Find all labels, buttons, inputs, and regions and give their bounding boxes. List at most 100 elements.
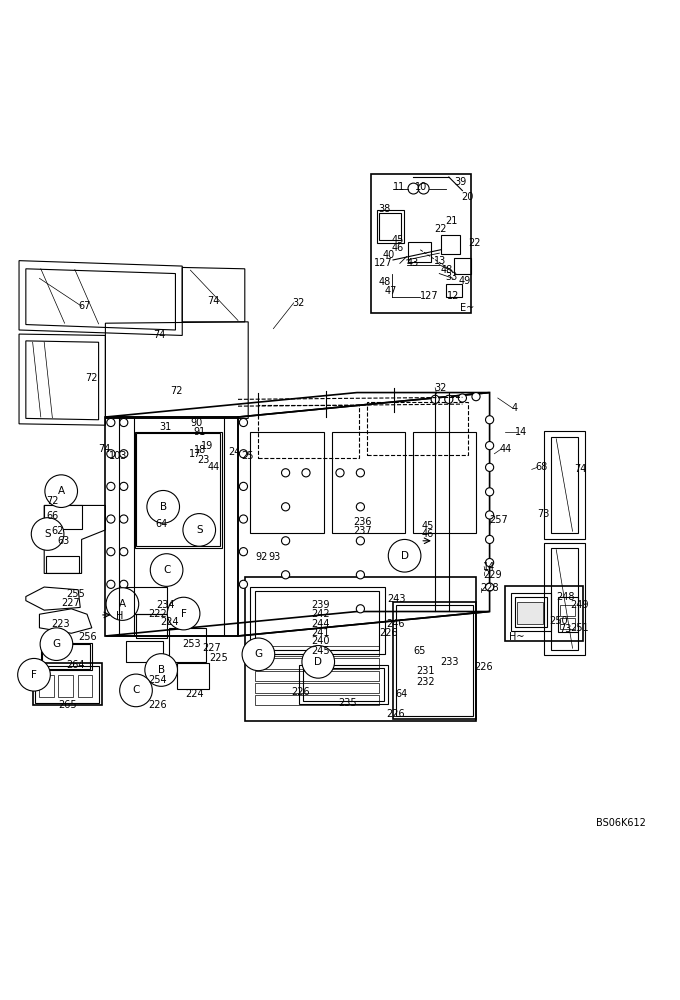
Bar: [42, 644, 90, 669]
Text: 74: 74: [99, 444, 111, 454]
Bar: [245, 577, 476, 721]
Text: 236: 236: [354, 517, 372, 527]
Text: 43: 43: [407, 258, 419, 268]
Text: 22: 22: [468, 238, 480, 248]
Text: 92: 92: [255, 552, 267, 562]
Bar: [126, 587, 167, 614]
Text: 231: 231: [416, 666, 435, 676]
Text: 33: 33: [445, 272, 458, 282]
Text: 31: 31: [160, 422, 172, 432]
Bar: [377, 210, 404, 243]
Text: 24: 24: [228, 447, 240, 457]
Text: 93: 93: [269, 552, 281, 562]
Text: 47: 47: [384, 286, 396, 296]
Circle shape: [282, 537, 290, 545]
Circle shape: [120, 580, 128, 588]
Text: 242: 242: [311, 609, 330, 619]
Text: 46: 46: [422, 529, 434, 539]
Text: 127: 127: [420, 291, 439, 301]
Circle shape: [418, 183, 429, 194]
Text: 226: 226: [148, 700, 167, 710]
Bar: [258, 405, 359, 458]
Text: 255: 255: [67, 589, 86, 599]
Circle shape: [486, 416, 494, 424]
Text: 12: 12: [447, 291, 460, 301]
Text: S: S: [44, 529, 51, 539]
Bar: [255, 695, 379, 705]
Circle shape: [356, 469, 364, 477]
Circle shape: [107, 450, 115, 458]
Text: 11: 11: [393, 182, 405, 192]
Bar: [126, 641, 163, 662]
Text: 13: 13: [434, 256, 446, 266]
Circle shape: [388, 539, 421, 572]
Circle shape: [486, 583, 494, 591]
Text: 23: 23: [197, 455, 209, 465]
Bar: [255, 646, 379, 656]
Text: 226: 226: [386, 709, 405, 719]
Text: 40: 40: [382, 250, 394, 260]
Circle shape: [239, 515, 248, 523]
Text: 64: 64: [155, 519, 167, 529]
Text: 66: 66: [46, 511, 58, 521]
Circle shape: [282, 571, 290, 579]
Text: 14: 14: [483, 562, 495, 572]
Bar: [78, 675, 92, 697]
Text: 246: 246: [386, 619, 405, 629]
Text: 74: 74: [153, 330, 165, 340]
Bar: [511, 593, 551, 631]
Text: 256: 256: [78, 632, 97, 642]
Text: 251: 251: [570, 623, 588, 633]
Text: 235: 235: [339, 698, 357, 708]
Text: 72: 72: [170, 386, 182, 396]
Circle shape: [282, 503, 290, 511]
Circle shape: [150, 554, 183, 586]
Circle shape: [486, 511, 494, 519]
Text: 245: 245: [311, 646, 330, 656]
Circle shape: [31, 518, 64, 550]
Bar: [371, 174, 471, 313]
Bar: [408, 242, 431, 262]
Text: H: H: [116, 611, 123, 621]
Text: 229: 229: [483, 570, 501, 580]
Bar: [255, 658, 379, 669]
Text: 73: 73: [560, 624, 572, 634]
Circle shape: [45, 475, 78, 507]
Text: 20: 20: [461, 192, 473, 202]
Text: 237: 237: [354, 526, 372, 536]
Text: F: F: [31, 670, 37, 680]
Bar: [560, 618, 575, 629]
Circle shape: [302, 646, 335, 678]
Circle shape: [356, 503, 364, 511]
Text: 10: 10: [415, 182, 427, 192]
Text: 21: 21: [445, 216, 458, 226]
Text: BS06K612: BS06K612: [596, 818, 646, 828]
Circle shape: [239, 580, 248, 588]
Text: 239: 239: [311, 600, 330, 610]
Bar: [135, 432, 222, 548]
Text: 45: 45: [392, 235, 404, 245]
Text: 46: 46: [392, 243, 404, 253]
Text: 233: 233: [441, 657, 459, 667]
Text: 243: 243: [388, 594, 406, 604]
Text: 39: 39: [454, 177, 466, 187]
Circle shape: [302, 469, 310, 477]
Text: 227: 227: [61, 598, 80, 608]
Text: 32: 32: [434, 383, 446, 393]
Text: 228: 228: [480, 583, 498, 593]
Bar: [39, 675, 54, 697]
Text: 72: 72: [46, 496, 58, 506]
Text: 32: 32: [292, 298, 305, 308]
Circle shape: [120, 515, 128, 523]
Text: E~: E~: [460, 303, 474, 313]
Bar: [44, 505, 82, 529]
Circle shape: [107, 482, 115, 490]
Text: F: F: [181, 609, 186, 619]
Text: D: D: [314, 657, 322, 667]
Text: 265: 265: [58, 700, 76, 710]
Text: B: B: [160, 502, 167, 512]
Circle shape: [242, 638, 275, 671]
Text: 225: 225: [209, 653, 228, 663]
Bar: [255, 671, 379, 681]
Text: 44: 44: [500, 444, 512, 454]
